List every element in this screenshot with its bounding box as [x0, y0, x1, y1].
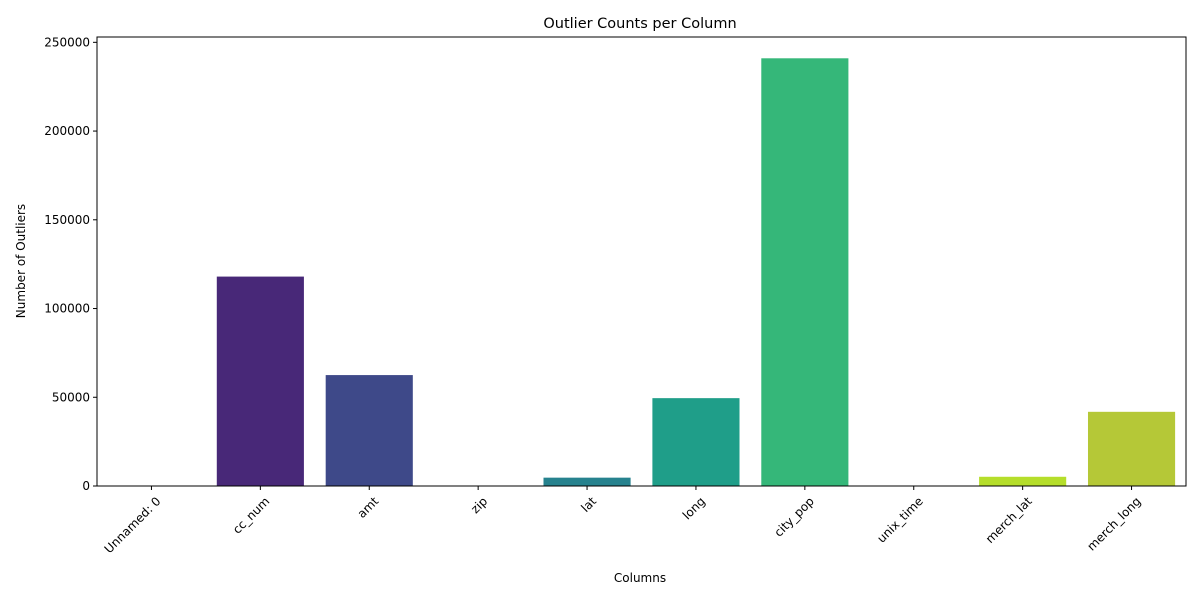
- x-tick-label: merch_long: [1084, 494, 1143, 553]
- bar-merch-long: [1087, 411, 1176, 486]
- x-axis-label: Columns: [614, 571, 666, 585]
- y-tick-label: 250000: [44, 35, 90, 49]
- x-tick-label: long: [680, 494, 708, 522]
- bar-long: [652, 398, 740, 486]
- x-tick-label: lat: [578, 494, 599, 515]
- chart-title: Outlier Counts per Column: [543, 16, 736, 32]
- x-tick-label: amt: [355, 494, 382, 521]
- x-tick-label: unix_time: [874, 494, 925, 545]
- x-tick-label: city_pop: [771, 494, 816, 539]
- y-tick-label: 0: [82, 479, 90, 493]
- x-axis-ticks: Unnamed: 0 cc_num amt zip lat long city_pop uni…: [102, 486, 1144, 556]
- y-axis-ticks: 0 50000 100000 150000 200000 250000: [44, 35, 97, 493]
- bar-cc-num: [216, 276, 304, 486]
- y-axis-label: Number of Outliers: [14, 204, 28, 318]
- x-tick-label: merch_lat: [983, 494, 1035, 546]
- x-tick-label: zip: [468, 494, 490, 516]
- y-tick-label: 100000: [44, 302, 90, 316]
- bar-city-pop: [761, 58, 849, 486]
- y-tick-label: 50000: [52, 390, 90, 404]
- x-tick-label: Unnamed: 0: [102, 494, 164, 556]
- y-tick-label: 150000: [44, 213, 90, 227]
- bar-lat: [543, 477, 631, 486]
- bars-group: [216, 58, 1176, 486]
- bar-merch-lat: [979, 476, 1067, 486]
- y-tick-label: 200000: [44, 124, 90, 138]
- x-tick-label: cc_num: [230, 494, 273, 537]
- bar-amt: [325, 375, 413, 486]
- plot-frame: [96, 36, 1187, 487]
